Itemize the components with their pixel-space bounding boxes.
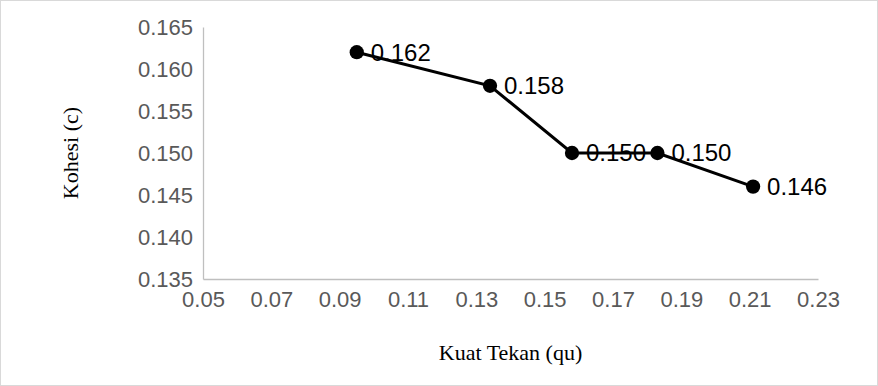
data-label: 0.150 — [586, 139, 646, 166]
data-label: 0.150 — [671, 139, 731, 166]
tick: 0.160 — [138, 57, 203, 82]
tick-label: 0.11 — [388, 287, 429, 312]
tick: 0.23 — [797, 279, 840, 312]
marker — [350, 45, 364, 59]
tick: 0.135 — [138, 267, 203, 292]
tick-label: 0.21 — [729, 287, 772, 312]
marker — [483, 79, 497, 93]
tick-label: 0.15 — [524, 287, 567, 312]
tick-label: 0.19 — [660, 287, 703, 312]
tick: 0.11 — [388, 279, 429, 312]
tick-label: 0.13 — [455, 287, 498, 312]
data-label: 0.162 — [371, 39, 431, 66]
marker — [565, 146, 579, 160]
tick-label: 0.145 — [138, 183, 193, 208]
tick-label: 0.165 — [138, 15, 193, 40]
tick: 0.140 — [138, 225, 203, 250]
tick: 0.15 — [524, 279, 567, 312]
tick-label: 0.155 — [138, 99, 193, 124]
chart: 0.050.070.090.110.130.150.170.190.210.23… — [0, 0, 878, 386]
y-axis: 0.135 0.140 0.145 0.150 0.155 0.160 0.165 — [138, 15, 204, 292]
tick: 0.165 — [138, 15, 203, 40]
tick: 0.19 — [660, 279, 703, 312]
axis-line — [204, 279, 819, 280]
tick: 0.13 — [455, 279, 498, 312]
tick-label: 0.17 — [592, 287, 635, 312]
data-label: 0.158 — [504, 72, 564, 99]
tick: 0.145 — [138, 183, 203, 208]
data-labels: 0.162 0.158 0.150 0.150 0.146 — [371, 39, 827, 200]
tick-label: 0.09 — [319, 287, 362, 312]
series — [350, 45, 761, 194]
line — [357, 52, 753, 186]
y-axis-title: Kohesi (c) — [58, 107, 83, 199]
axis-line — [203, 28, 204, 280]
chart-frame — [1, 1, 878, 386]
tick: 0.150 — [138, 141, 203, 166]
plot: 0.050.070.090.110.130.150.170.190.210.23… — [138, 15, 840, 312]
tick: 0.07 — [250, 279, 293, 312]
tick: 0.155 — [138, 99, 203, 124]
tick-label: 0.135 — [138, 267, 193, 292]
x-axis: 0.050.070.090.110.130.150.170.190.210.23 — [182, 279, 840, 312]
x-axis-title: Kuat Tekan (qu) — [439, 340, 582, 365]
tick: 0.21 — [729, 279, 772, 312]
tick: 0.17 — [592, 279, 635, 312]
tick-label: 0.150 — [138, 141, 193, 166]
tick-label: 0.140 — [138, 225, 193, 250]
tick-label: 0.23 — [797, 287, 840, 312]
marker — [746, 179, 760, 193]
tick-label: 0.07 — [250, 287, 293, 312]
data-label: 0.146 — [767, 173, 827, 200]
tick: 0.09 — [319, 279, 362, 312]
tick-label: 0.160 — [138, 57, 193, 82]
marker — [650, 146, 664, 160]
